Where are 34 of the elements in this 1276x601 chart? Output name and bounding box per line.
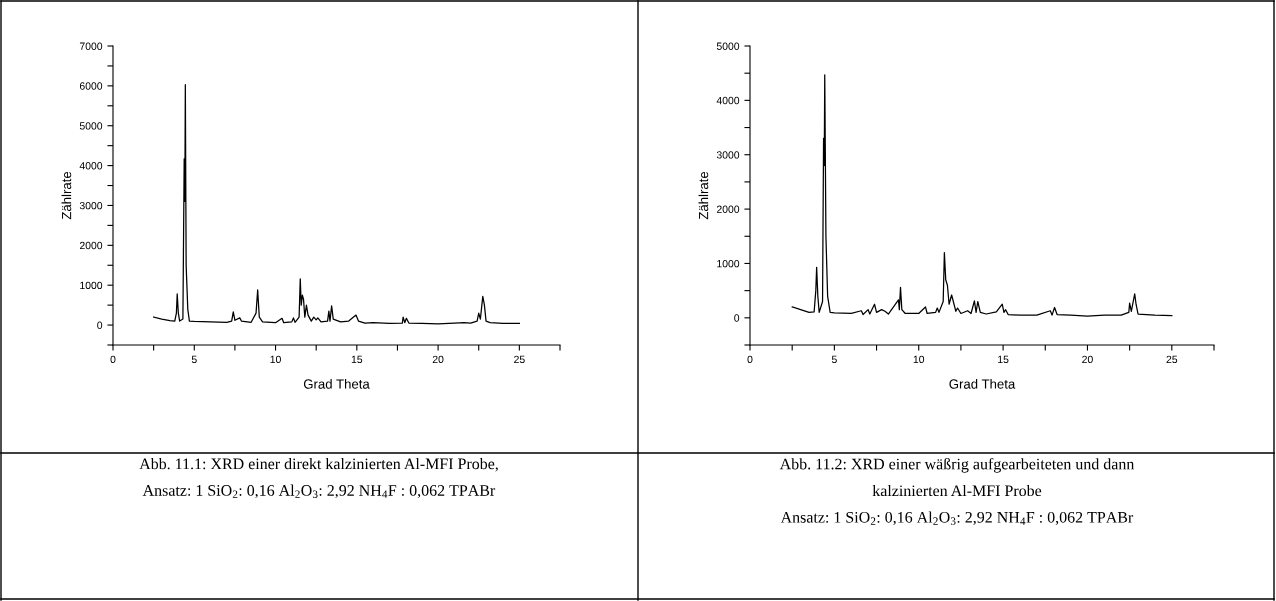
x-tick-label: 20 <box>432 355 444 364</box>
y-tick-label: 4000 <box>716 96 740 105</box>
x-tick-label: 20 <box>1082 355 1093 364</box>
x-tick-label: 25 <box>1166 355 1178 364</box>
y-tick-label: 3000 <box>716 151 740 159</box>
x-tick-label: 0 <box>110 355 116 364</box>
y-tick-label: 6000 <box>79 82 103 90</box>
x-tick-label: 15 <box>351 355 363 364</box>
y-tick-label: 4000 <box>79 162 103 170</box>
line-series <box>791 74 1173 317</box>
y-tick-label: 7000 <box>79 42 103 50</box>
x-tick-label: 0 <box>747 355 753 364</box>
x-tick-label: 5 <box>831 355 837 364</box>
y-tick-label: 1000 <box>717 259 740 268</box>
text: Abb. 11.2: XRD einer wäßrig aufgearbeiteten und dann kalzinierten Al-MFI Probe Ansatz: 1 SiO$_{2}$: 0,16 Al$_{2}$O$_{3}$: 2,92 NH$_{4}$F : 0,062 TPABr <box>779 458 1135 525</box>
x-tick-label: 10 <box>913 355 925 364</box>
y-tick-label: 0 <box>734 314 740 322</box>
x-tick-label: 25 <box>514 355 525 364</box>
x-tick-label: 5 <box>191 355 197 364</box>
x-tick-label: 10 <box>270 355 281 364</box>
line-series <box>153 84 520 325</box>
y-tick-label: 2000 <box>79 241 103 250</box>
y-tick-label: 5000 <box>716 42 740 50</box>
y-tick-label: 2000 <box>716 205 740 213</box>
y-tick-label: 1000 <box>80 281 103 290</box>
y-axis-title: Zählrate <box>61 171 72 220</box>
y-axis-title: Zählrate <box>698 171 709 220</box>
x-tick-label: 15 <box>998 355 1009 364</box>
x-axis-title: Grad Theta <box>949 379 1016 389</box>
y-tick-label: 5000 <box>79 122 103 130</box>
x-axis-title: Grad Theta <box>303 379 370 389</box>
y-tick-label: 0 <box>97 321 103 329</box>
y-tick-label: 3000 <box>79 201 103 210</box>
text: Abb. 11.1: XRD einer direkt kalzinierten Al-MFI Probe, Ansatz: 1 SiO$_{2}$: 0,16 Al$_{2}$O$_{3}$: 2,92 NH$_{4}$F : 0,062 TPABr <box>139 458 498 499</box>
